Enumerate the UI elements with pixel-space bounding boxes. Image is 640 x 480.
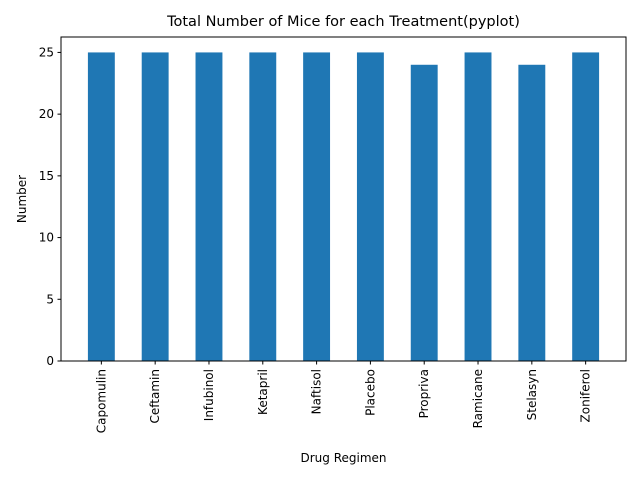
- plot-frame: [60, 36, 627, 362]
- bar-zoniferol: [572, 52, 600, 362]
- bar-infubinol: [195, 52, 223, 362]
- y-tick-label-15: 15: [39, 169, 54, 183]
- chart-title: Total Number of Mice for each Treatment(…: [166, 14, 520, 30]
- x-tick-label-ketapril: Ketapril: [256, 369, 270, 415]
- x-tick-label-stelasyn: Stelasyn: [525, 369, 539, 420]
- bar-naftisol: [303, 52, 331, 362]
- y-tick-label-25: 25: [39, 45, 54, 59]
- y-tick-label-10: 10: [39, 231, 54, 245]
- bar-placebo: [356, 52, 384, 362]
- bar-propriva: [410, 64, 438, 362]
- x-axis-label: Drug Regimen: [300, 451, 386, 465]
- x-tick-label-naftisol: Naftisol: [310, 369, 324, 414]
- bar-group: [87, 52, 600, 362]
- x-tick-label-capomulin: Capomulin: [94, 369, 108, 433]
- x-tick-label-propriva: Propriva: [417, 369, 431, 418]
- x-tick-label-infubinol: Infubinol: [202, 369, 216, 421]
- bar-stelasyn: [518, 64, 546, 362]
- x-tick-label-zoniferol: Zoniferol: [579, 369, 593, 422]
- bar-ramicane: [464, 52, 492, 362]
- x-axis: Capomulin Ceftamin Infubinol Ketapril Naftis…: [94, 361, 593, 433]
- x-tick-label-placebo: Placebo: [363, 369, 377, 416]
- y-axis-label: Number: [15, 175, 29, 223]
- y-tick-label-0: 0: [46, 354, 54, 368]
- y-axis: 0 5 10 15 20 25: [39, 45, 61, 368]
- bar-capomulin: [87, 52, 115, 362]
- x-tick-label-ceftamin: Ceftamin: [148, 369, 162, 423]
- x-tick-label-ramicane: Ramicane: [471, 369, 485, 428]
- bar-ketapril: [249, 52, 277, 362]
- y-tick-label-5: 5: [46, 292, 54, 306]
- bar-ceftamin: [141, 52, 169, 362]
- y-tick-label-20: 20: [39, 107, 54, 121]
